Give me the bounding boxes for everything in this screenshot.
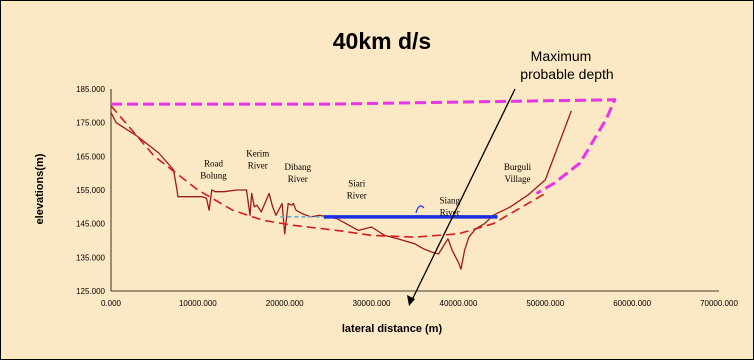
- place-labels: Road Bolung Kerim River Dibang River Siari Rive…: [200, 148, 531, 217]
- annotation-line-1: Maximum: [531, 48, 592, 64]
- annotation-arrow: [407, 88, 516, 306]
- series-group: [110, 98, 617, 270]
- x-tick-label: 0.000: [101, 299, 122, 308]
- y-tick-label: 175.000: [76, 119, 105, 128]
- tick-labels: 0.000 10000.000 20000.000 30000.000 40000.00…: [76, 85, 738, 308]
- y-axis-label: elevations(m): [34, 153, 46, 224]
- x-tick-label: 20000.000: [266, 299, 304, 308]
- y-tick-label: 125.000: [76, 287, 105, 296]
- small-blue-hook: [415, 205, 425, 214]
- x-tick-label: 40000.000: [440, 299, 478, 308]
- chart-title: 40km d/s: [333, 28, 431, 54]
- x-tick-label: 70000.000: [700, 299, 738, 308]
- y-tick-label: 165.000: [76, 152, 105, 161]
- series-line-1: [110, 105, 546, 238]
- x-tick-label: 30000.000: [353, 299, 391, 308]
- x-axis-label: lateral distance (m): [342, 323, 443, 335]
- place-label: Kerim River: [246, 148, 269, 170]
- y-tick-label: 185.000: [76, 85, 105, 94]
- place-label: Burguli Village: [504, 162, 532, 184]
- y-tick-label: 155.000: [76, 186, 105, 195]
- y-tick-label: 145.000: [76, 220, 105, 229]
- place-label: Dibang River: [284, 162, 311, 184]
- x-tick-label: 10000.000: [179, 299, 217, 308]
- series-line-2: [111, 98, 617, 195]
- annotation-line-2: probable depth: [520, 66, 613, 82]
- y-tick-label: 135.000: [76, 253, 105, 262]
- x-tick-label: 60000.000: [613, 299, 651, 308]
- x-tick-label: 50000.000: [526, 299, 564, 308]
- series-line-0: [110, 110, 572, 270]
- place-label: Siari River: [347, 179, 367, 201]
- place-label: Road Bolung: [200, 158, 227, 180]
- place-label: Siang River: [439, 195, 460, 217]
